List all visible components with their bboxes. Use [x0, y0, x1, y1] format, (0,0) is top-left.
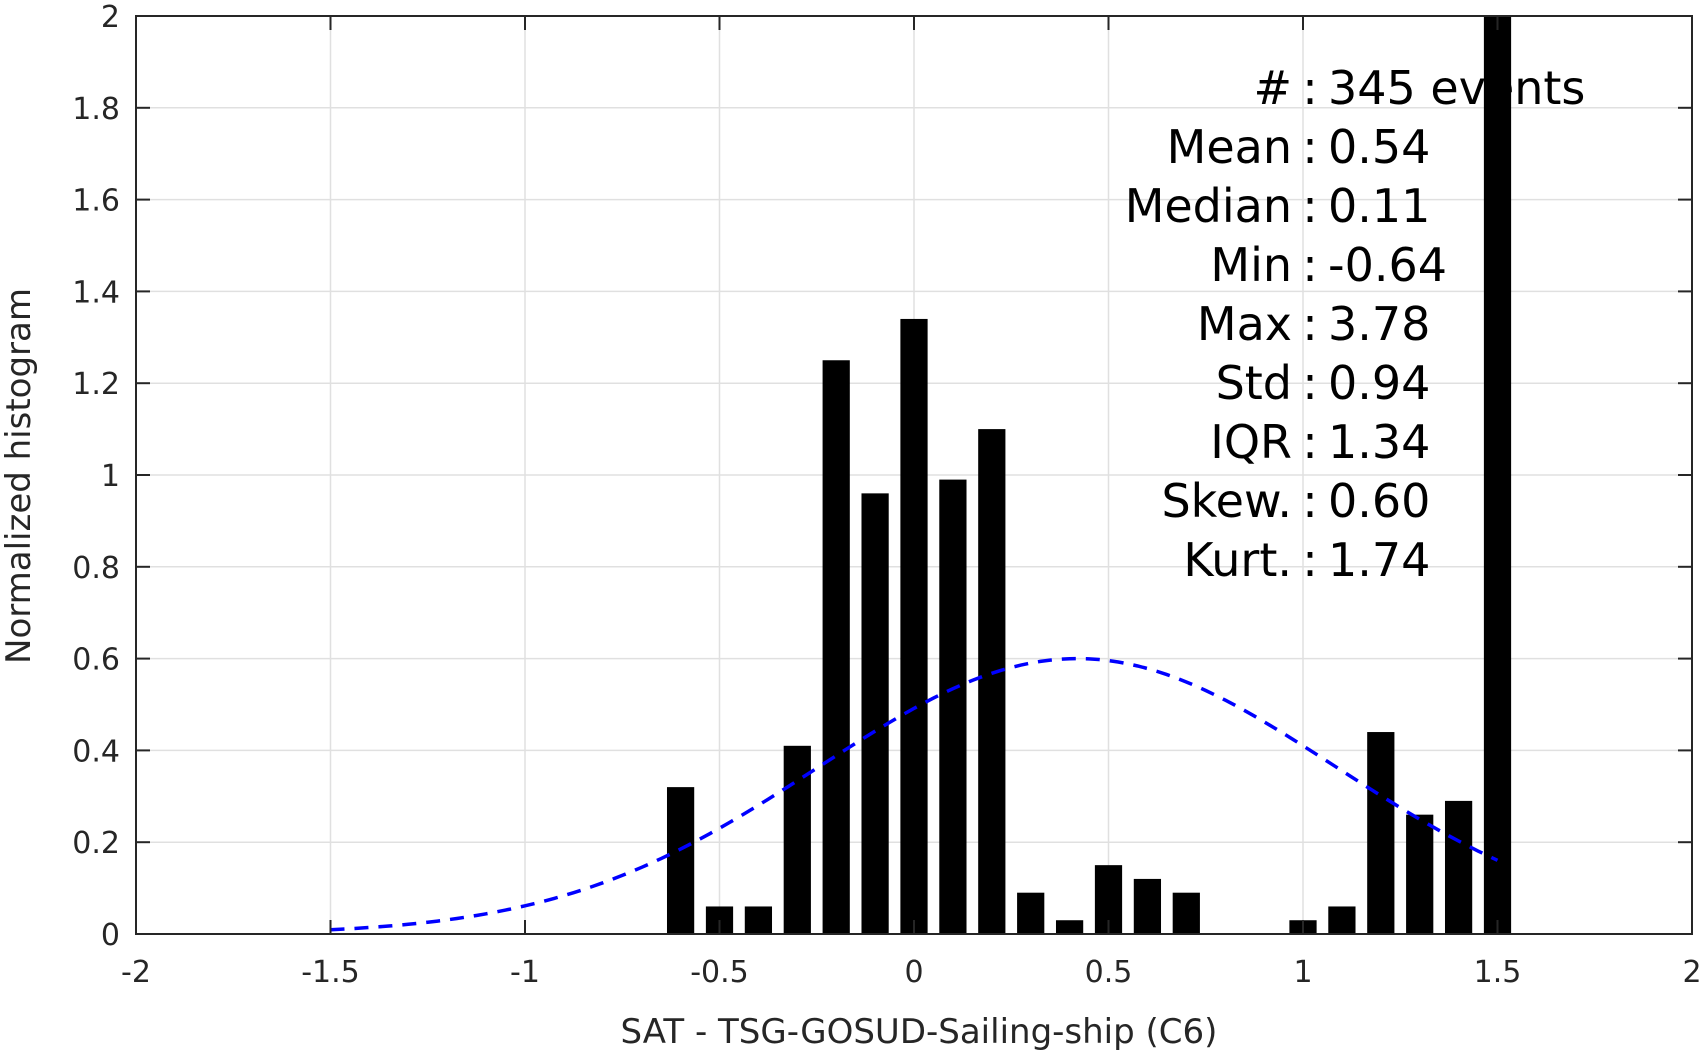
y-tick-label: 0.8	[72, 551, 120, 586]
stat-label: IQR	[1210, 415, 1292, 469]
y-tick-label: 1.4	[72, 275, 120, 310]
y-tick-label: 1.6	[72, 184, 120, 219]
y-tick-label: 0.2	[72, 826, 120, 861]
histogram-bar	[744, 906, 773, 934]
stat-value: 0.11	[1328, 179, 1430, 233]
histogram-bar	[900, 318, 928, 934]
histogram-bar	[1367, 732, 1395, 934]
histogram-bar	[1328, 906, 1356, 934]
histogram-bar	[1172, 892, 1200, 934]
histogram-bar	[1444, 800, 1473, 934]
stat-colon: :	[1302, 179, 1318, 233]
statistics-annotation: :# 345 events:Mean 0.54:Median 0.11:Min -0.…	[1125, 61, 1586, 587]
stat-label: Median	[1125, 179, 1292, 233]
histogram-bar	[861, 493, 889, 934]
x-tick-label: -1	[510, 955, 540, 990]
histogram-bar	[1483, 16, 1512, 934]
histogram-bars	[666, 16, 1512, 934]
stat-value: -0.64	[1328, 238, 1447, 292]
histogram-bar	[783, 745, 811, 934]
stat-label: Mean	[1167, 120, 1292, 174]
y-tick-label: 0.6	[72, 643, 120, 678]
stat-value: 3.78	[1328, 297, 1430, 351]
stat-value: 0.94	[1328, 356, 1430, 410]
x-axis-label: SAT - TSG-GOSUD-Sailing-ship (C6)	[621, 1012, 1218, 1052]
x-axis-ticks: -2 -1.5 -1 -0.5 0 0.5 1 1.5 2	[121, 16, 1702, 990]
stat-value: 1.74	[1328, 533, 1430, 587]
y-tick-label: 0	[101, 918, 120, 953]
stat-label: Std	[1216, 356, 1292, 410]
stat-value: 0.60	[1328, 474, 1430, 528]
x-tick-label: -0.5	[690, 955, 749, 990]
normal-fit-curve-layer	[330, 656, 1499, 932]
y-tick-label: 1.8	[72, 92, 120, 127]
stat-colon: :	[1302, 533, 1318, 587]
stat-colon: :	[1302, 61, 1318, 115]
stat-colon: :	[1302, 474, 1318, 528]
stat-label: Skew.	[1161, 474, 1292, 528]
x-tick-label: 1	[1293, 955, 1312, 990]
stat-colon: :	[1302, 356, 1318, 410]
x-tick-label: -2	[121, 955, 151, 990]
y-tick-label: 1.2	[72, 367, 120, 402]
stat-value: 0.54	[1328, 120, 1430, 174]
y-axis-label: Normalized histogram	[0, 288, 39, 664]
histogram-bar	[978, 429, 1006, 934]
histogram-bar	[822, 360, 850, 934]
stat-colon: :	[1302, 297, 1318, 351]
y-tick-label: 0.4	[72, 734, 120, 769]
stat-colon: :	[1302, 238, 1318, 292]
normal-fit-curve	[330, 656, 1499, 932]
x-tick-label: 1.5	[1474, 955, 1522, 990]
histogram-bar	[1406, 814, 1434, 934]
x-tick-label: 0.5	[1085, 955, 1133, 990]
histogram-bar	[666, 787, 695, 934]
x-tick-label: 2	[1682, 955, 1701, 990]
x-tick-label: 0	[904, 955, 923, 990]
stat-label: Min	[1210, 238, 1292, 292]
stat-colon: :	[1302, 415, 1318, 469]
y-axis-ticks: 0 0.2 0.4 0.6 0.8 1 1.2 1.4 1.6 1.8 2	[72, 0, 1692, 953]
stat-label: #	[1253, 61, 1292, 115]
histogram-bar	[939, 479, 967, 934]
stat-colon: :	[1302, 120, 1318, 174]
histogram-bar	[1017, 892, 1045, 934]
stat-value: 1.34	[1328, 415, 1430, 469]
x-tick-label: -1.5	[301, 955, 360, 990]
stat-value: 345 events	[1328, 61, 1585, 115]
histogram-bar	[1133, 878, 1162, 934]
y-tick-label: 2	[101, 0, 120, 35]
stat-label: Kurt.	[1183, 533, 1292, 587]
stat-label: Max	[1197, 297, 1292, 351]
histogram-bar	[1055, 920, 1084, 934]
y-tick-label: 1	[101, 459, 120, 494]
